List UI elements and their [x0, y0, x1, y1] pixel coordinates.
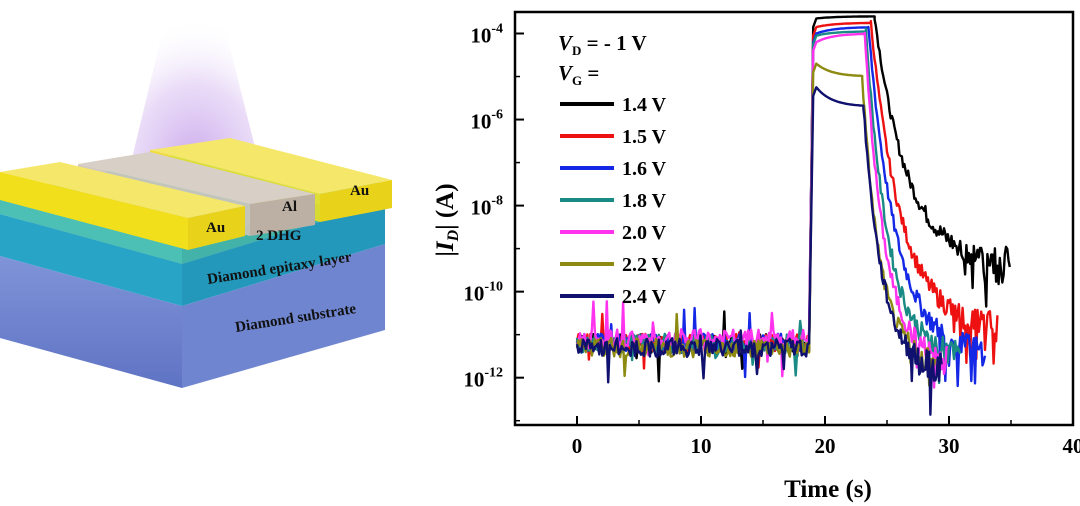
substrate-right	[182, 244, 385, 388]
x-tick-label: 20	[815, 434, 836, 458]
plot-frame	[513, 10, 1075, 427]
legend: 1.4 V 1.5 V 1.6 V 1.8 V 2.0 V 2.2 V 2.4 V	[560, 94, 667, 308]
y-tick-label: 10-10	[463, 280, 503, 306]
chart: 0 10 20 30 40 10-4 10-6 10-8 10-10 10-12 1.4 V 1.5…	[432, 10, 1080, 503]
annotation-vd: VD = - 1 V	[558, 31, 647, 58]
y-tick-label: 10-6	[470, 108, 503, 134]
al-front	[250, 194, 315, 236]
legend-label: 1.5 V	[622, 126, 667, 148]
epitaxy-front	[0, 214, 182, 306]
al-top	[78, 152, 315, 204]
x-axis-label: Time (s)	[784, 476, 872, 503]
au-right-front	[320, 180, 392, 222]
epitaxy-right	[182, 202, 385, 306]
ticks-layer: 0 10 20 30 40 10-4 10-6 10-8 10-10 10-12	[463, 22, 1080, 458]
legend-label: 1.6 V	[622, 158, 667, 180]
x-tick-label: 30	[939, 434, 960, 458]
x-tick-label: 40	[1063, 434, 1080, 458]
series-layer	[575, 15, 1011, 416]
label-au-left: Au	[206, 220, 225, 236]
legend-label: 1.4 V	[622, 94, 667, 116]
series-line-20	[575, 31, 948, 389]
y-axis-label: |ID| (A)	[432, 183, 462, 256]
au-right-top	[150, 138, 392, 194]
y-tick-label: 10-12	[463, 366, 503, 392]
legend-label: 2.2 V	[622, 254, 667, 276]
y-tick-label: 10-8	[470, 194, 503, 220]
label-dhg: 2 DHG	[256, 228, 302, 244]
legend-label: 2.0 V	[622, 222, 667, 244]
y-tick-label: 10-4	[470, 22, 503, 48]
au-left-side	[0, 172, 188, 250]
series-line-24	[575, 86, 943, 416]
substrate-front	[0, 256, 182, 388]
annotation-vg: VG =	[558, 61, 599, 88]
au-left-front	[188, 206, 245, 250]
x-tick-label: 0	[572, 434, 583, 458]
dhg-front	[0, 196, 182, 264]
au-left-top	[0, 162, 245, 218]
x-tick-label: 10	[691, 434, 712, 458]
label-au-right: Au	[350, 183, 369, 199]
label-al: Al	[282, 199, 297, 215]
light-beam	[128, 0, 262, 175]
legend-label: 1.8 V	[622, 190, 667, 212]
legend-label: 2.4 V	[622, 286, 667, 308]
device-schematic: Au Al Au 2 DHG Diamond epitaxy layer Dia…	[0, 0, 392, 388]
